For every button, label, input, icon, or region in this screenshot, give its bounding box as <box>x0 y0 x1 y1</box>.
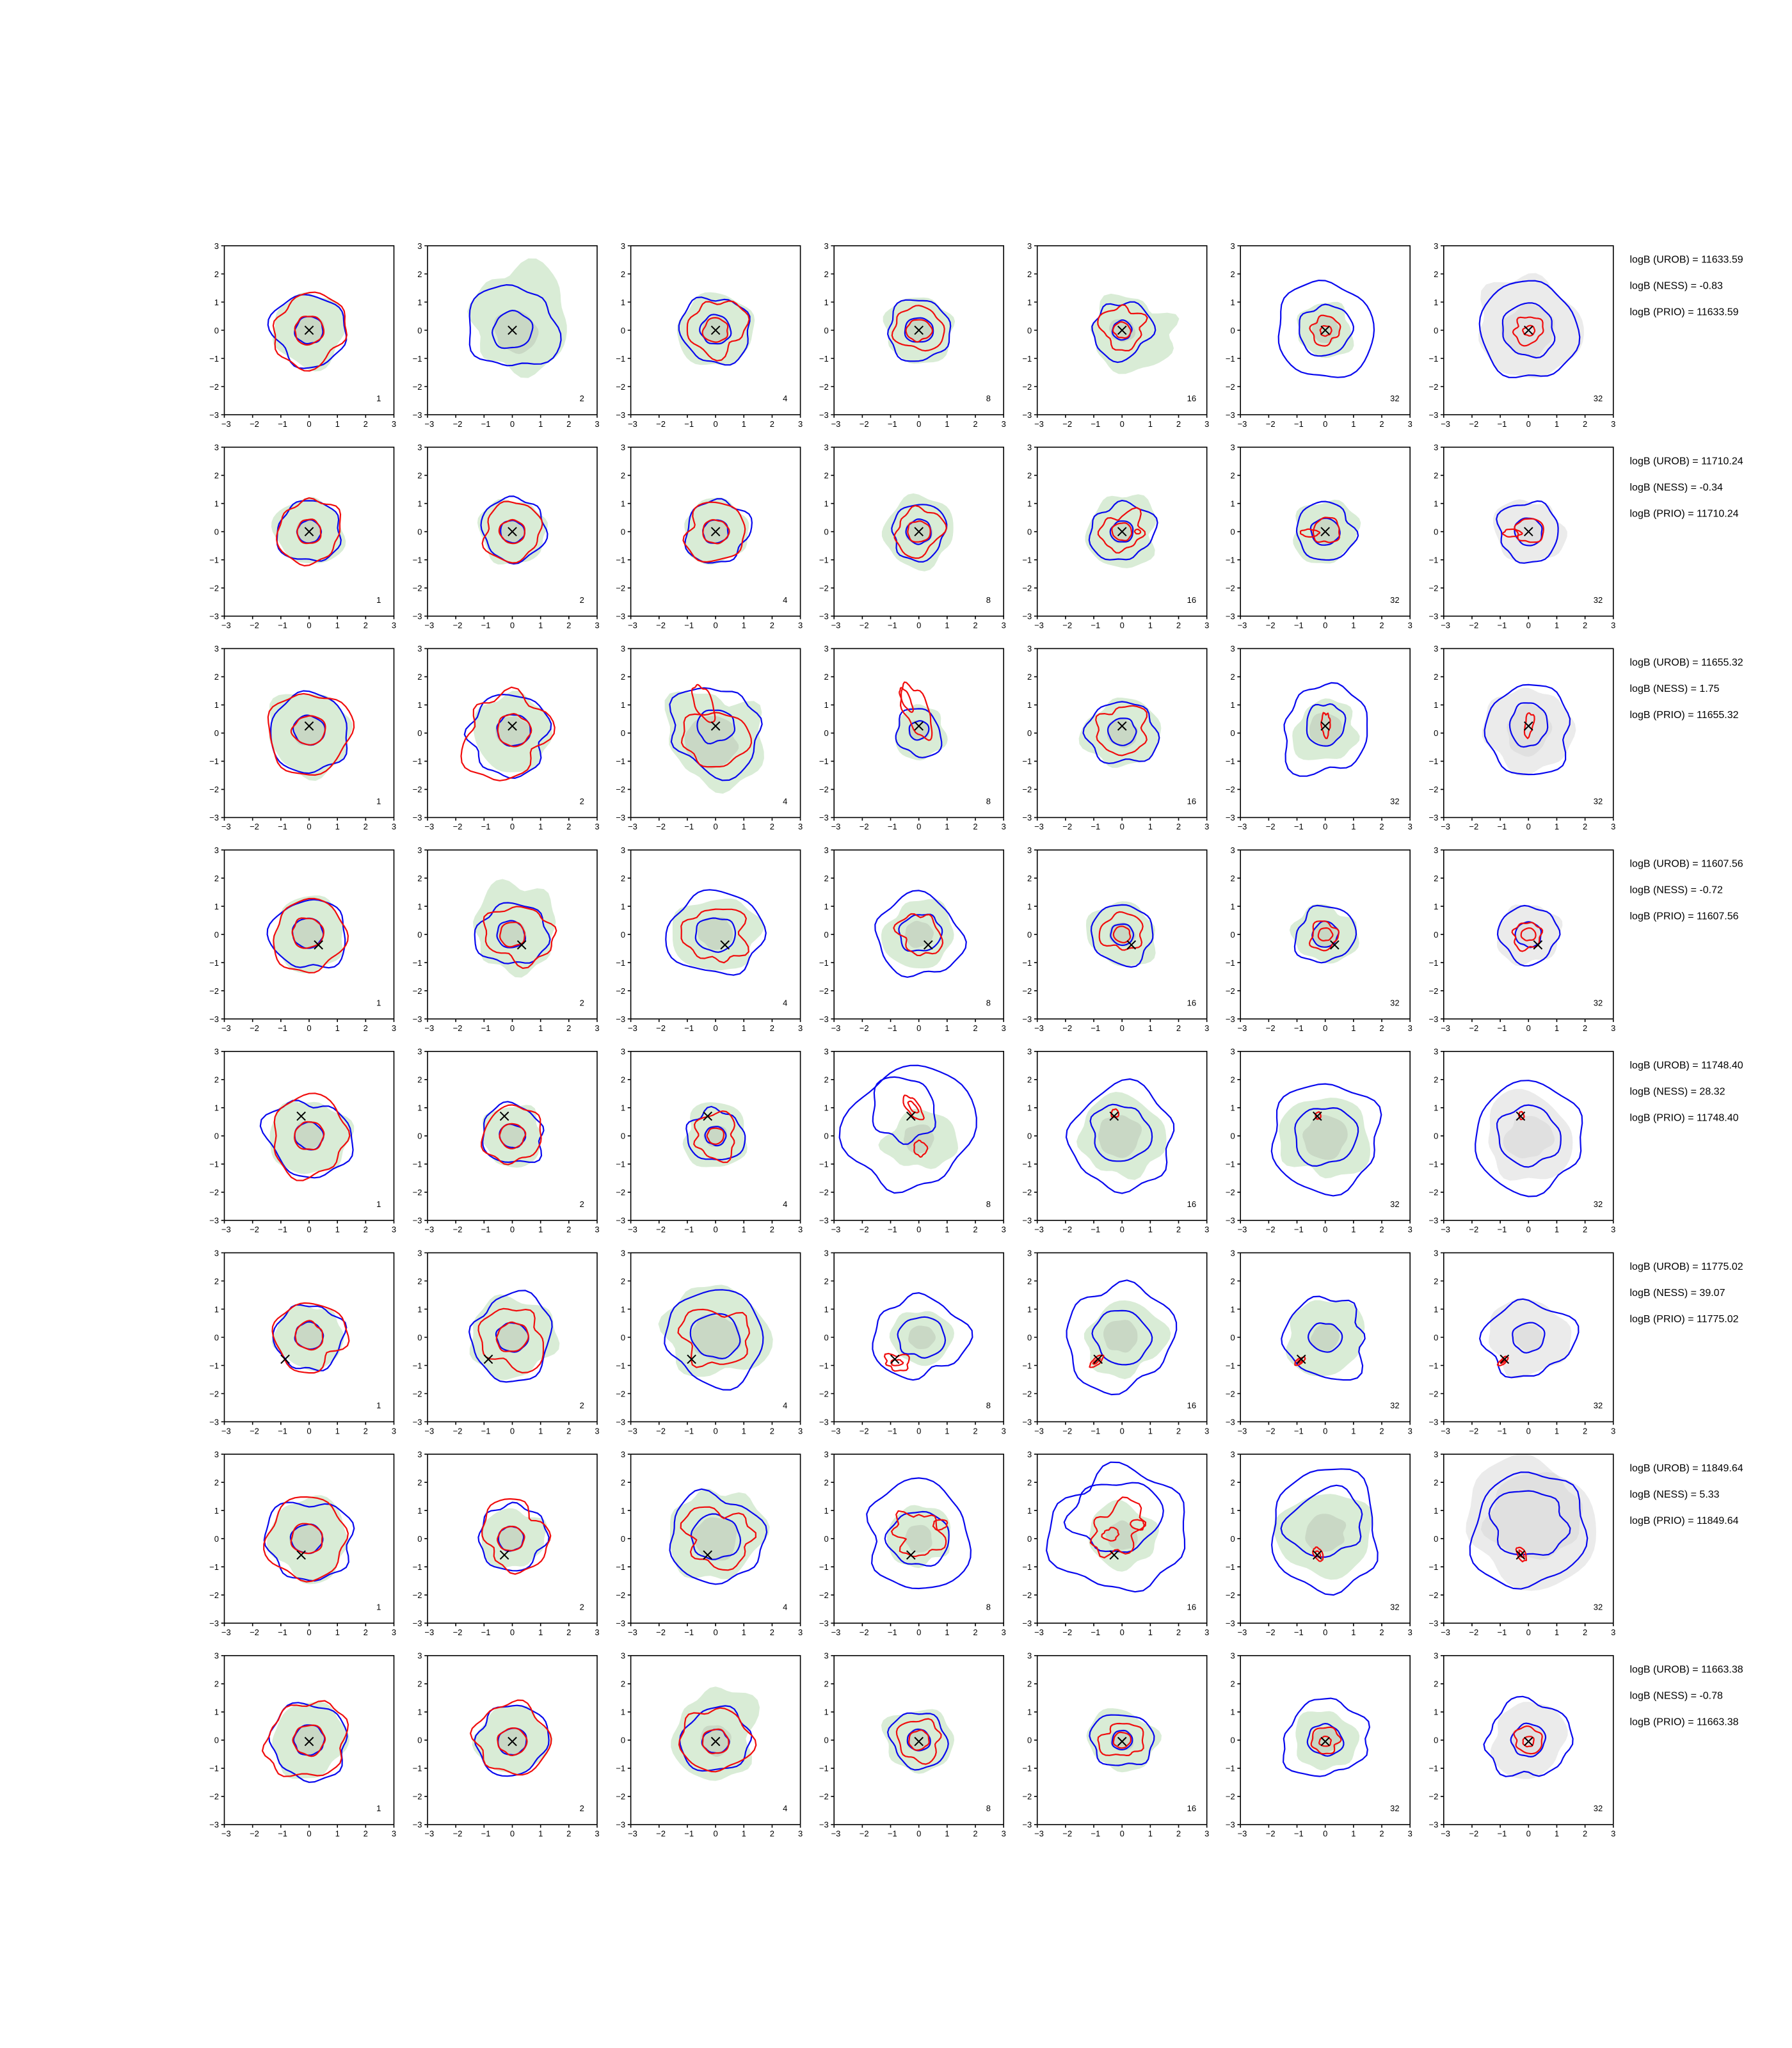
svg-text:32: 32 <box>1594 797 1603 806</box>
svg-text:2: 2 <box>580 797 584 806</box>
svg-text:16: 16 <box>1187 1804 1196 1813</box>
svg-text:8: 8 <box>986 998 991 1007</box>
svg-text:4: 4 <box>783 1602 787 1612</box>
svg-text:16: 16 <box>1187 797 1196 806</box>
svg-text:16: 16 <box>1187 394 1196 403</box>
svg-text:16: 16 <box>1187 1602 1196 1612</box>
svg-text:8: 8 <box>986 1199 991 1209</box>
svg-text:2: 2 <box>580 1804 584 1813</box>
svg-text:8: 8 <box>986 394 991 403</box>
svg-text:8: 8 <box>986 1401 991 1411</box>
svg-text:logB (NESS) = -0.34: logB (NESS) = -0.34 <box>1630 482 1724 493</box>
svg-text:16: 16 <box>1187 998 1196 1007</box>
svg-text:1: 1 <box>376 998 381 1007</box>
svg-text:8: 8 <box>986 797 991 806</box>
svg-text:8: 8 <box>986 1602 991 1612</box>
svg-text:16: 16 <box>1187 1199 1196 1209</box>
svg-text:2: 2 <box>580 1199 584 1209</box>
svg-text:logB (PRIO) = 11663.38: logB (PRIO) = 11663.38 <box>1630 1717 1739 1728</box>
svg-text:32: 32 <box>1390 1804 1399 1813</box>
svg-text:4: 4 <box>783 1199 787 1209</box>
svg-text:1: 1 <box>376 1602 381 1612</box>
svg-text:logB (NESS) = -0.78: logB (NESS) = -0.78 <box>1630 1691 1724 1702</box>
svg-text:logB (UROB) = 11655.32: logB (UROB) = 11655.32 <box>1630 657 1743 668</box>
svg-text:logB (NESS) = -0.72: logB (NESS) = -0.72 <box>1630 885 1724 896</box>
svg-text:1: 1 <box>376 394 381 403</box>
svg-text:32: 32 <box>1390 998 1399 1007</box>
svg-text:32: 32 <box>1390 1602 1399 1612</box>
svg-text:logB (NESS) = 28.32: logB (NESS) = 28.32 <box>1630 1086 1725 1097</box>
svg-text:1: 1 <box>376 1199 381 1209</box>
svg-text:logB (PRIO) = 11607.56: logB (PRIO) = 11607.56 <box>1630 911 1739 922</box>
svg-text:logB (UROB) = 11849.64: logB (UROB) = 11849.64 <box>1630 1463 1743 1474</box>
svg-text:2: 2 <box>580 998 584 1007</box>
svg-text:16: 16 <box>1187 595 1196 605</box>
svg-text:32: 32 <box>1390 595 1399 605</box>
svg-text:4: 4 <box>783 1804 787 1813</box>
svg-text:1: 1 <box>376 1804 381 1813</box>
svg-text:logB (NESS) = -0.83: logB (NESS) = -0.83 <box>1630 281 1724 292</box>
svg-text:32: 32 <box>1594 1199 1603 1209</box>
svg-text:logB (PRIO) = 11775.02: logB (PRIO) = 11775.02 <box>1630 1314 1739 1325</box>
svg-text:2: 2 <box>580 1401 584 1411</box>
svg-text:logB (PRIO) = 11710.24: logB (PRIO) = 11710.24 <box>1630 508 1739 519</box>
svg-text:1: 1 <box>376 595 381 605</box>
svg-text:1: 1 <box>376 1401 381 1411</box>
svg-text:32: 32 <box>1390 797 1399 806</box>
svg-text:logB (UROB) = 11748.40: logB (UROB) = 11748.40 <box>1630 1060 1743 1071</box>
svg-text:16: 16 <box>1187 1401 1196 1411</box>
svg-text:1: 1 <box>376 797 381 806</box>
svg-text:4: 4 <box>783 797 787 806</box>
svg-text:logB (UROB) = 11633.59: logB (UROB) = 11633.59 <box>1630 255 1743 266</box>
svg-text:logB (UROB) = 11607.56: logB (UROB) = 11607.56 <box>1630 859 1743 870</box>
svg-text:32: 32 <box>1390 394 1399 403</box>
svg-text:4: 4 <box>783 1401 787 1411</box>
svg-text:logB (NESS) = 39.07: logB (NESS) = 39.07 <box>1630 1288 1725 1299</box>
svg-text:logB (UROB) = 11710.24: logB (UROB) = 11710.24 <box>1630 456 1743 467</box>
svg-text:32: 32 <box>1390 1199 1399 1209</box>
svg-text:4: 4 <box>783 595 787 605</box>
svg-text:logB (NESS) = 5.33: logB (NESS) = 5.33 <box>1630 1489 1720 1500</box>
svg-text:8: 8 <box>986 1804 991 1813</box>
svg-text:logB (PRIO) = 11633.59: logB (PRIO) = 11633.59 <box>1630 307 1739 318</box>
svg-text:logB (PRIO) = 11655.32: logB (PRIO) = 11655.32 <box>1630 710 1739 721</box>
svg-text:logB (UROB) = 11663.38: logB (UROB) = 11663.38 <box>1630 1665 1743 1676</box>
svg-text:2: 2 <box>580 595 584 605</box>
svg-text:32: 32 <box>1594 1602 1603 1612</box>
svg-text:logB (PRIO) = 11849.64: logB (PRIO) = 11849.64 <box>1630 1516 1739 1526</box>
svg-text:32: 32 <box>1594 394 1603 403</box>
svg-text:32: 32 <box>1594 595 1603 605</box>
svg-text:4: 4 <box>783 998 787 1007</box>
svg-text:4: 4 <box>783 394 787 403</box>
svg-text:logB (UROB) = 11775.02: logB (UROB) = 11775.02 <box>1630 1261 1743 1272</box>
svg-text:32: 32 <box>1594 1401 1603 1411</box>
svg-text:8: 8 <box>986 595 991 605</box>
svg-text:2: 2 <box>580 394 584 403</box>
svg-text:32: 32 <box>1594 998 1603 1007</box>
svg-text:2: 2 <box>580 1602 584 1612</box>
svg-text:logB (PRIO) = 11748.40: logB (PRIO) = 11748.40 <box>1630 1112 1739 1123</box>
svg-text:logB (NESS) = 1.75: logB (NESS) = 1.75 <box>1630 684 1720 694</box>
svg-text:32: 32 <box>1390 1401 1399 1411</box>
svg-text:32: 32 <box>1594 1804 1603 1813</box>
